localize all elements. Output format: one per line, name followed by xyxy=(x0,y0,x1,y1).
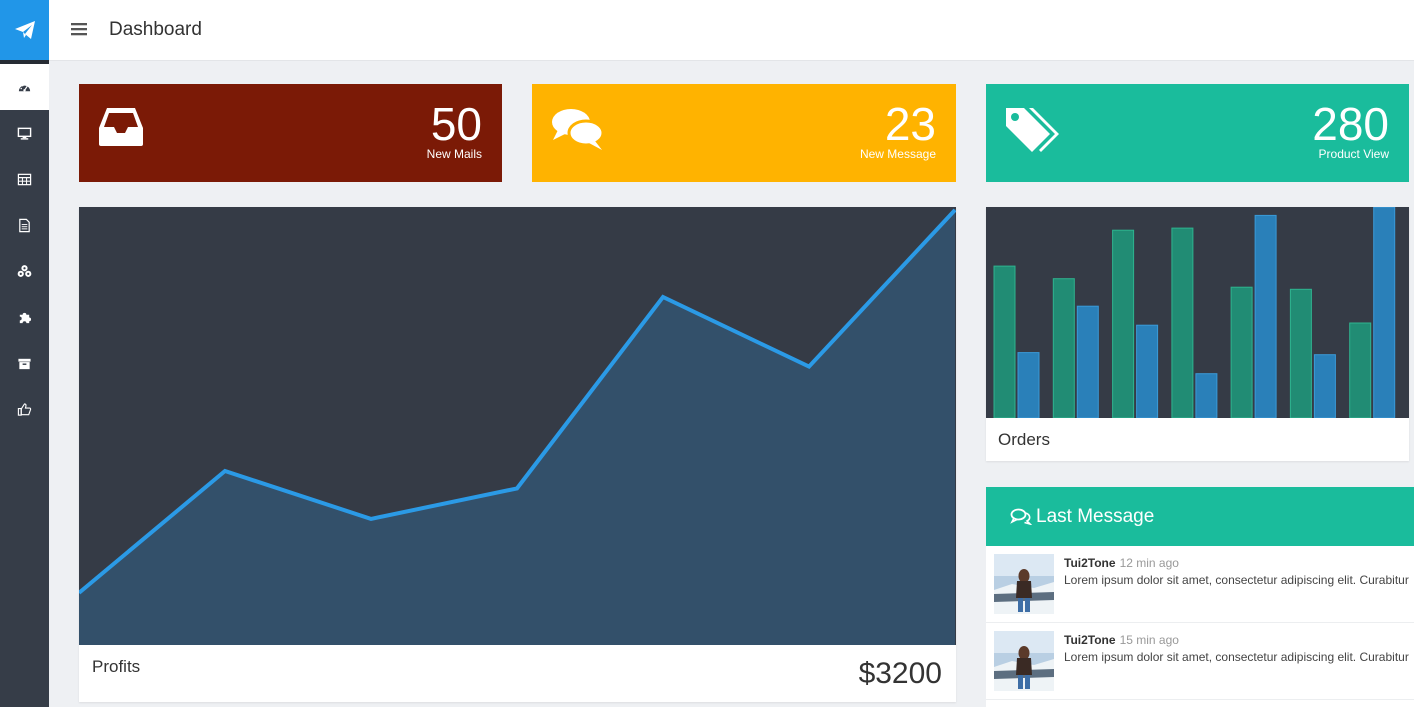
new-mails-tile[interactable]: 50 New Mails xyxy=(79,84,502,182)
sidebar-item-documents[interactable] xyxy=(0,202,49,248)
message-time: 15 min ago xyxy=(1119,633,1179,647)
profits-point xyxy=(516,487,518,489)
message-text: Lorem ipsum dolor sit amet, consectetur … xyxy=(1064,573,1409,587)
table-icon xyxy=(17,173,32,185)
sidebar-item-components[interactable] xyxy=(0,248,49,294)
sidebar-item-likes[interactable] xyxy=(0,386,49,432)
last-message-title: Last Message xyxy=(1036,505,1155,527)
page-title: Dashboard xyxy=(109,19,202,40)
message-item[interactable]: Tui2Tone 12 min ago Lorem ipsum dolor sit… xyxy=(986,546,1414,623)
sidebar-item-tables[interactable] xyxy=(0,156,49,202)
comments-icon xyxy=(552,109,605,150)
message-author-name: Tui2Tone xyxy=(1064,633,1116,647)
logo[interactable] xyxy=(0,0,49,60)
orders-bar xyxy=(1112,229,1135,418)
profits-point xyxy=(370,518,372,520)
profits-card: Profits $3200 xyxy=(79,207,956,702)
profits-area-chart xyxy=(79,207,956,645)
comments-icon xyxy=(1010,508,1032,525)
orders-bar xyxy=(1052,278,1075,418)
orders-label: Orders xyxy=(998,430,1050,449)
orders-bar xyxy=(1230,286,1253,418)
avatar xyxy=(994,631,1054,691)
orders-bar-chart xyxy=(986,207,1409,418)
new-message-count: 23 xyxy=(884,98,936,150)
dashboard-icon xyxy=(18,83,31,92)
orders-bar xyxy=(1373,207,1396,418)
message-time: 12 min ago xyxy=(1119,556,1179,570)
new-mails-count: 50 xyxy=(430,98,482,150)
message-text: Lorem ipsum dolor sit amet, consectetur … xyxy=(1064,650,1409,664)
sidebar-item-desktop[interactable] xyxy=(0,110,49,156)
profits-point xyxy=(224,470,226,472)
top-header: Dashboard xyxy=(49,0,1414,61)
desktop-icon xyxy=(17,127,32,140)
profits-point xyxy=(662,296,664,298)
profits-point xyxy=(954,209,956,211)
orders-bar xyxy=(1136,324,1159,418)
orders-bar xyxy=(1313,354,1336,418)
hamburger-menu-icon[interactable] xyxy=(71,21,87,37)
message-item[interactable]: Tui2Tone 15 min ago Lorem ipsum dolor sit… xyxy=(986,623,1414,700)
tags-icon xyxy=(1006,108,1059,152)
orders-bar xyxy=(1076,305,1099,418)
new-message-tile[interactable]: 23 New Message xyxy=(532,84,956,182)
thumbs-up-icon xyxy=(17,402,32,416)
orders-bar xyxy=(1017,352,1040,418)
new-mails-label: New Mails xyxy=(426,147,482,161)
product-view-tile[interactable]: 280 Product View xyxy=(986,84,1409,182)
sidebar-item-archive[interactable] xyxy=(0,340,49,386)
orders-bar xyxy=(1254,214,1277,418)
avatar xyxy=(994,554,1054,614)
product-view-label: Product View xyxy=(1318,147,1389,161)
profits-area xyxy=(79,210,955,645)
orders-bar xyxy=(1349,322,1372,418)
message-author: Tui2Tone 12 min ago xyxy=(1064,556,1179,570)
paper-plane-icon xyxy=(14,21,35,39)
profits-point xyxy=(79,592,80,594)
profits-point xyxy=(808,366,810,368)
orders-bar xyxy=(1195,373,1218,418)
archive-icon xyxy=(18,358,31,369)
profits-value: $3200 xyxy=(858,657,942,690)
sidebar xyxy=(0,0,49,707)
inbox-icon xyxy=(99,108,143,146)
puzzle-icon xyxy=(19,312,32,323)
message-author-name: Tui2Tone xyxy=(1064,556,1116,570)
logo-divider xyxy=(0,60,49,64)
profits-label: Profits xyxy=(92,657,141,676)
last-message-panel: Last Message Tui2Tone 12 min ago Lorem ip… xyxy=(986,487,1414,707)
orders-bar xyxy=(1289,288,1312,418)
sidebar-item-plugins[interactable] xyxy=(0,294,49,340)
orders-card: Orders xyxy=(986,207,1409,461)
sidebar-nav xyxy=(0,64,49,432)
last-message-header: Last Message xyxy=(986,487,1414,546)
product-view-count: 280 xyxy=(1312,98,1389,150)
document-icon xyxy=(19,218,30,232)
sidebar-item-dashboard[interactable] xyxy=(0,64,49,110)
orders-bar xyxy=(993,265,1016,418)
message-author: Tui2Tone 15 min ago xyxy=(1064,633,1179,647)
new-message-label: New Message xyxy=(859,147,936,161)
cubes-icon xyxy=(17,264,32,277)
orders-bar xyxy=(1171,227,1194,418)
